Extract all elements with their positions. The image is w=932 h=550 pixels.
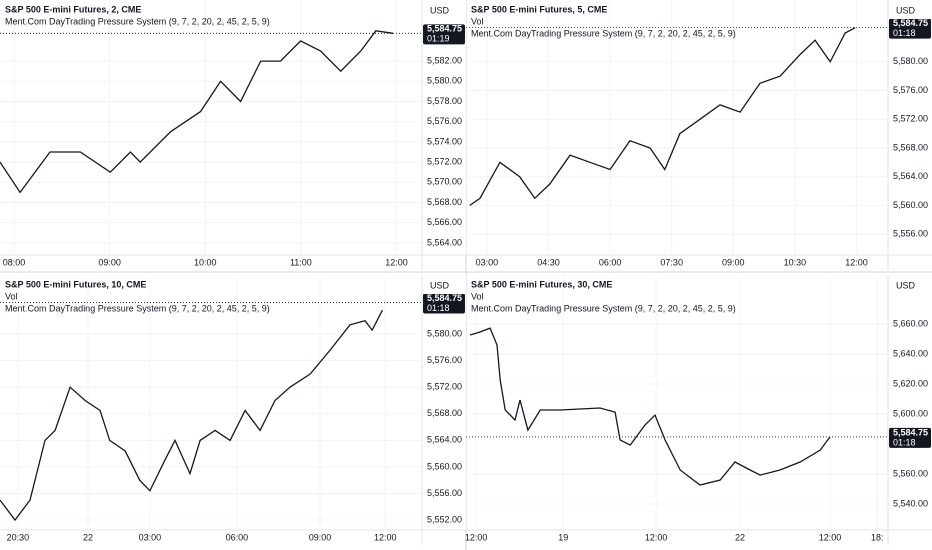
y-tick-label: 5,568.00 (427, 408, 462, 418)
price-axis (422, 275, 466, 530)
y-tick-label: 5,640.00 (893, 348, 928, 358)
y-tick-label: 5,660.00 (893, 318, 928, 328)
last-price-badge (423, 293, 465, 314)
currency-label: USD (896, 280, 916, 290)
y-tick-label: 5,564.00 (427, 435, 462, 445)
currency-box (423, 278, 465, 294)
y-tick-label: 5,564.00 (427, 237, 462, 247)
last-price-badge (889, 18, 931, 39)
last-price-label: 5,584.75 (893, 18, 928, 28)
indicator-label: Ment.Com DayTrading Pressure System (9, … (5, 303, 270, 313)
y-tick-label: 5,564.00 (893, 171, 928, 181)
x-tick-label: 20:30 (7, 532, 30, 542)
y-tick-label: 5,560.00 (893, 468, 928, 478)
x-tick-label: 22 (83, 532, 93, 542)
x-tick-label: 10:00 (194, 257, 217, 267)
x-tick-label: 03:00 (139, 532, 162, 542)
x-tick-label: 12:00 (374, 532, 397, 542)
y-tick-label: 5,568.00 (427, 197, 462, 207)
countdown-label: 01:18 (893, 28, 916, 38)
x-tick-label: 09:00 (309, 532, 332, 542)
x-tick-label: 12:00 (819, 532, 842, 542)
currency-label: USD (896, 5, 916, 15)
y-tick-label: 5,552.00 (427, 514, 462, 524)
x-tick-label: 09:00 (98, 257, 121, 267)
chart-panel: 5,552.00 5,556.00 5,560.00 5,564.00 5,568.00… (0, 275, 466, 545)
currency-box (423, 3, 465, 19)
y-tick-label: 5,582.00 (427, 55, 462, 65)
y-tick-label: 5,576.00 (427, 116, 462, 126)
y-tick-label: 5,576.00 (893, 85, 928, 95)
last-price-label: 5,584.75 (893, 427, 928, 437)
countdown-label: 01:19 (427, 34, 450, 44)
x-tick-label: 12:00 (465, 532, 488, 542)
x-tick-label: 09:00 (722, 257, 745, 267)
y-tick-label: 5,566.00 (427, 217, 462, 227)
last-price-badge (889, 427, 931, 448)
y-tick-label: 5,556.00 (427, 488, 462, 498)
y-tick-label: 5,580.00 (427, 328, 462, 338)
y-tick-label: 5,572.00 (427, 382, 462, 392)
indicator-label: Ment.Com DayTrading Pressure System (9, … (471, 28, 736, 38)
currency-box (889, 3, 931, 19)
y-tick-label: 5,580.00 (893, 56, 928, 66)
price-line (469, 27, 856, 206)
indicator-label: Ment.Com DayTrading Pressure System (9, … (471, 303, 736, 313)
x-tick-label: 11:00 (290, 257, 312, 267)
price-axis (888, 0, 932, 255)
price-line (469, 327, 831, 486)
y-tick-label: 5,572.00 (427, 156, 462, 166)
y-tick-label: 5,568.00 (893, 142, 928, 152)
currency-label: USD (430, 5, 450, 15)
y-tick-label: 5,560.00 (427, 461, 462, 471)
x-tick-label: 18: (871, 532, 884, 542)
x-tick-label: 03:00 (476, 257, 499, 267)
last-price-label: 5,584.75 (427, 293, 462, 303)
volume-label: Vol (471, 291, 484, 301)
currency-label: USD (430, 280, 450, 290)
y-tick-label: 5,574.00 (427, 136, 462, 146)
x-tick-label: 12:00 (385, 257, 408, 267)
y-tick-label: 5,600.00 (893, 408, 928, 418)
price-axis (888, 275, 932, 530)
x-tick-label: 22 (735, 532, 745, 542)
price-line (0, 30, 394, 194)
countdown-label: 01:18 (427, 303, 450, 313)
y-tick-label: 5,570.00 (427, 177, 462, 187)
chart-panel: 5,556.00 5,560.00 5,564.00 5,568.00 5,572.00… (466, 0, 932, 270)
x-tick-label: 04:30 (537, 257, 560, 267)
y-tick-label: 5,560.00 (893, 200, 928, 210)
y-tick-label: 5,576.00 (427, 355, 462, 365)
x-tick-label: 07:30 (660, 257, 683, 267)
chart-title: S&P 500 E-mini Futures, 5, CME (471, 4, 607, 14)
volume-label: Vol (5, 291, 18, 301)
indicator-label: Ment.Com DayTrading Pressure System (9, … (5, 16, 270, 26)
price-line (0, 309, 383, 522)
last-price-badge (423, 24, 465, 45)
y-tick-label: 5,580.00 (427, 76, 462, 86)
y-tick-label: 5,572.00 (893, 114, 928, 124)
chart-title: S&P 500 E-mini Futures, 10, CME (5, 279, 146, 289)
y-tick-label: 5,540.00 (893, 498, 928, 508)
y-tick-label: 5,578.00 (427, 96, 462, 106)
countdown-label: 01:18 (893, 437, 916, 447)
volume-label: Vol (471, 16, 484, 26)
y-tick-label: 5,556.00 (893, 229, 928, 239)
chart-title: S&P 500 E-mini Futures, 30, CME (471, 279, 612, 289)
x-tick-label: 10:30 (784, 257, 807, 267)
currency-box (889, 278, 931, 294)
x-tick-label: 12:00 (845, 257, 868, 267)
x-tick-label: 06:00 (599, 257, 622, 267)
x-tick-label: 06:00 (226, 532, 249, 542)
x-tick-label: 19 (558, 532, 568, 542)
chart-title: S&P 500 E-mini Futures, 2, CME (5, 4, 141, 14)
x-tick-label: 08:00 (3, 257, 26, 267)
x-tick-label: 12:00 (645, 532, 668, 542)
last-price-label: 5,584.75 (427, 24, 462, 34)
y-tick-label: 5,620.00 (893, 378, 928, 388)
chart-panel: 5,564.00 5,566.00 5,568.00 5,570.00 5,572.00… (0, 0, 466, 270)
chart-panel: 5,540.00 5,560.00 5,600.00 5,620.00 5,640.00… (465, 275, 932, 545)
